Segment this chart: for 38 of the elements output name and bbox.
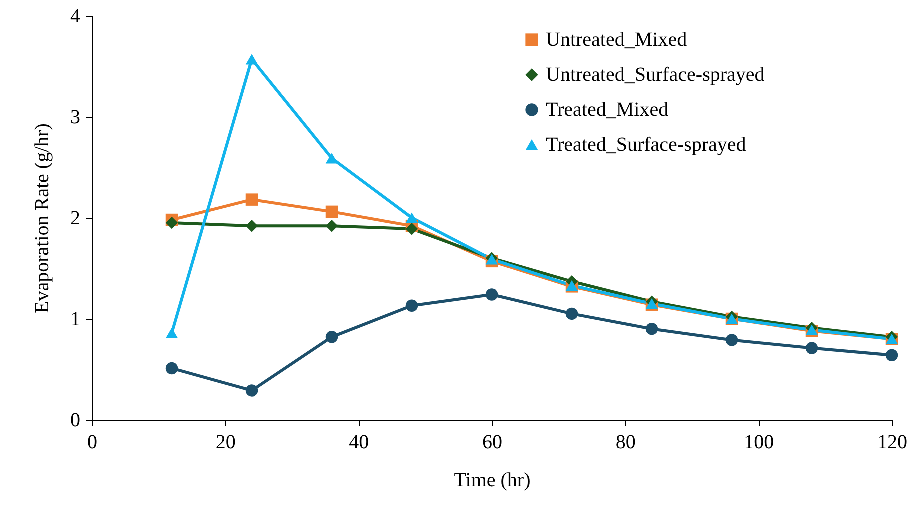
y-tick-label: 4 (70, 6, 80, 28)
point (726, 334, 738, 346)
point (246, 384, 258, 397)
point (326, 206, 338, 218)
y-axis-title: Evaporation Rate (g/hr) (32, 124, 54, 314)
legend-label: Untreated_Surface-sprayed (546, 64, 765, 86)
x-tick-label: 120 (878, 432, 908, 454)
x-tick-label: 40 (349, 432, 370, 454)
y-tick-label: 0 (70, 410, 80, 432)
point (326, 220, 338, 232)
point (326, 331, 338, 344)
legend-label: Untreated_Mixed (546, 29, 688, 51)
point (886, 349, 898, 362)
x-tick-label: 100 (744, 432, 774, 454)
point (246, 194, 258, 206)
point (166, 362, 178, 375)
legend-label: Treated_Mixed (546, 99, 669, 121)
y-tick-label: 3 (70, 106, 80, 128)
x-tick-label: 80 (616, 432, 636, 454)
point (326, 153, 338, 164)
point (406, 300, 418, 312)
legend-label: Treated_Surface-sprayed (546, 134, 746, 156)
point (566, 308, 578, 320)
x-tick-label: 60 (482, 432, 502, 454)
point (166, 216, 178, 230)
point (406, 212, 418, 224)
point (806, 342, 818, 354)
x-tick-label: 0 (88, 432, 98, 454)
point (246, 54, 258, 65)
point (646, 322, 658, 336)
x-tick-label: 20 (216, 432, 236, 454)
point (166, 328, 178, 338)
y-tick-label: 1 (70, 308, 80, 330)
point (486, 288, 498, 301)
point (246, 220, 258, 232)
point (406, 222, 418, 236)
x-axis-title: Time (hr) (454, 470, 531, 492)
y-tick-label: 2 (70, 208, 80, 230)
